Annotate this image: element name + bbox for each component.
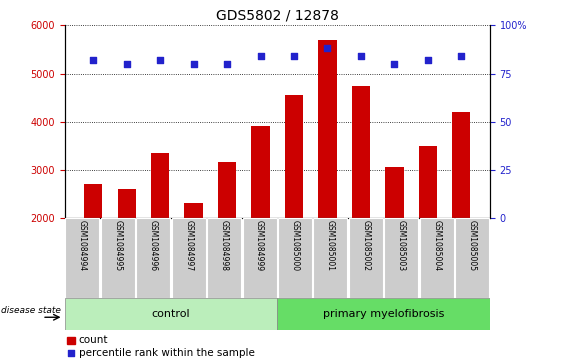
Text: GSM1085000: GSM1085000 [291, 220, 300, 271]
Point [289, 53, 298, 59]
Bar [185, 203, 203, 218]
Bar [419, 146, 437, 218]
Text: GSM1084998: GSM1084998 [220, 220, 229, 271]
Bar [285, 95, 303, 218]
Point [89, 57, 98, 63]
Point [189, 61, 198, 67]
Text: count: count [79, 335, 108, 346]
Text: GSM1084995: GSM1084995 [113, 220, 122, 271]
Bar [84, 184, 102, 218]
Point [222, 61, 231, 67]
Point [323, 46, 332, 52]
Point [457, 53, 466, 59]
FancyBboxPatch shape [243, 218, 276, 298]
Text: GSM1085001: GSM1085001 [326, 220, 335, 271]
Point [122, 61, 131, 67]
Text: GSM1084999: GSM1084999 [255, 220, 264, 271]
Text: GSM1084996: GSM1084996 [149, 220, 158, 271]
Text: GSM1084997: GSM1084997 [184, 220, 193, 271]
FancyBboxPatch shape [65, 298, 278, 330]
Point [156, 57, 165, 63]
FancyBboxPatch shape [385, 218, 418, 298]
FancyBboxPatch shape [65, 218, 100, 298]
Point [423, 57, 432, 63]
FancyBboxPatch shape [207, 218, 241, 298]
FancyBboxPatch shape [349, 218, 383, 298]
FancyBboxPatch shape [172, 218, 205, 298]
Point [256, 53, 265, 59]
Bar [452, 112, 471, 218]
Text: control: control [151, 309, 190, 319]
Bar [68, 337, 75, 344]
Bar [218, 163, 236, 218]
Text: disease state: disease state [1, 306, 61, 315]
FancyBboxPatch shape [419, 218, 454, 298]
Text: GSM1085002: GSM1085002 [361, 220, 370, 271]
Bar [385, 167, 404, 218]
Text: GSM1085005: GSM1085005 [468, 220, 477, 271]
Point [356, 53, 365, 59]
Text: primary myelofibrosis: primary myelofibrosis [323, 309, 444, 319]
FancyBboxPatch shape [278, 218, 312, 298]
Text: GSM1084994: GSM1084994 [78, 220, 87, 271]
Text: GSM1085003: GSM1085003 [397, 220, 406, 271]
Bar [318, 40, 337, 218]
Point [66, 350, 75, 356]
Bar [118, 189, 136, 218]
Bar [151, 153, 169, 218]
Bar [352, 86, 370, 218]
Text: GSM1085004: GSM1085004 [432, 220, 441, 271]
FancyBboxPatch shape [455, 218, 489, 298]
Point [390, 61, 399, 67]
FancyBboxPatch shape [136, 218, 170, 298]
FancyBboxPatch shape [278, 298, 490, 330]
Text: percentile rank within the sample: percentile rank within the sample [79, 348, 254, 358]
FancyBboxPatch shape [101, 218, 135, 298]
Bar [251, 126, 270, 218]
FancyBboxPatch shape [314, 218, 347, 298]
Title: GDS5802 / 12878: GDS5802 / 12878 [216, 9, 339, 23]
